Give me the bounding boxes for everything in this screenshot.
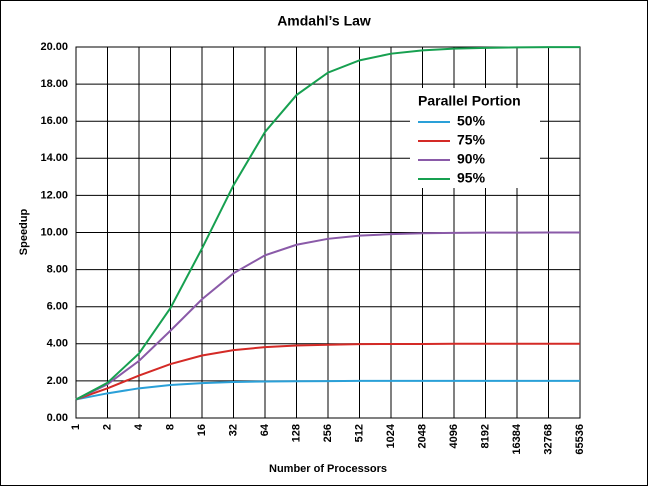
y-tick-label: 0.00	[47, 412, 68, 424]
x-tick-label: 32768	[542, 424, 554, 455]
y-tick-label: 12.00	[40, 189, 68, 201]
y-tick-label: 14.00	[40, 152, 68, 164]
x-tick-label: 2	[101, 424, 113, 430]
y-tick-label: 8.00	[47, 264, 68, 276]
y-tick-label: 18.00	[40, 78, 68, 90]
chart-title: Amdahl’s Law	[277, 13, 371, 29]
x-tick-label: 32	[227, 424, 239, 436]
x-tick-label: 64	[259, 423, 271, 436]
y-tick-label: 2.00	[47, 375, 68, 387]
legend-label: 95%	[457, 170, 486, 186]
series-line	[75, 342, 580, 401]
y-tick-label: 6.00	[47, 301, 68, 313]
series-line	[75, 231, 580, 401]
x-tick-label: 8192	[479, 424, 491, 448]
x-tick-label: 4096	[448, 424, 460, 448]
y-axis-title: Speedup	[18, 208, 30, 255]
legend-title: Parallel Portion	[418, 93, 521, 109]
x-axis-title: Number of Processors	[269, 463, 387, 475]
legend-box	[410, 88, 540, 188]
x-tick-label: 65536	[574, 424, 586, 455]
y-tick-label: 16.00	[40, 115, 68, 127]
x-tick-label: 512	[353, 424, 365, 442]
x-tick-label: 16	[196, 424, 208, 436]
y-tick-label: 4.00	[47, 338, 68, 350]
x-tick-label: 1024	[385, 423, 397, 448]
series-line	[75, 46, 580, 401]
x-tick-label: 8	[164, 424, 176, 430]
x-tick-label: 256	[322, 424, 334, 442]
series-line	[75, 379, 580, 401]
y-tick-label: 20.00	[40, 41, 68, 53]
x-tick-label: 1	[70, 424, 82, 430]
x-tick-label: 128	[290, 424, 302, 442]
x-tick-label: 2048	[416, 424, 428, 448]
y-tick-label: 10.00	[40, 226, 68, 238]
legend-label: 75%	[457, 132, 486, 148]
legend-label: 50%	[457, 113, 486, 129]
x-tick-label: 4	[133, 423, 145, 430]
x-tick-label: 16384	[511, 423, 523, 454]
legend-label: 90%	[457, 151, 486, 167]
